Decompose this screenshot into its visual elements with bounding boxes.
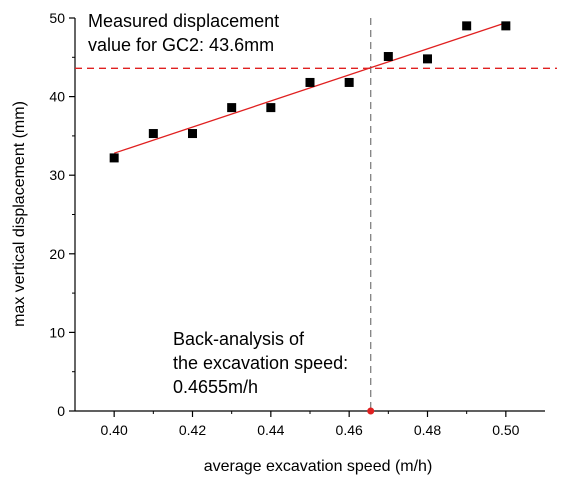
data-point [188, 129, 197, 139]
data-point [148, 129, 158, 139]
speed-marker [367, 407, 375, 415]
x-tick-label: 0.42 [179, 422, 206, 438]
data-point [344, 77, 354, 87]
x-tick-label: 0.44 [257, 422, 284, 438]
annotation-measured-line1: Measured displacement [88, 11, 279, 31]
fit-line [113, 22, 507, 154]
data-point [423, 54, 432, 64]
tick-labels: 0.40 0.42 0.44 0.46 0.48 0.50 0 10 20 30 40 50 [49, 10, 519, 438]
data-point [266, 103, 276, 113]
y-tick-label: 10 [49, 324, 65, 340]
data-points [109, 21, 511, 415]
annotation-back-line3: 0.4655m/h [173, 377, 258, 397]
y-tick-label: 50 [49, 10, 65, 26]
x-tick-label: 0.40 [101, 422, 128, 438]
fit-line-group [113, 22, 507, 154]
axis-ticks [69, 17, 507, 417]
data-point [501, 21, 511, 31]
data-point [383, 52, 393, 62]
data-point [109, 153, 119, 163]
x-tick-label: 0.46 [336, 422, 363, 438]
annotation-back-line1: Back-analysis of [173, 329, 305, 349]
annotation-back-line2: the excavation speed: [173, 353, 348, 373]
y-tick-label: 20 [49, 246, 65, 262]
y-axis-label: max vertical displacement (mm) [11, 101, 28, 327]
y-tick-label: 30 [49, 167, 65, 183]
annotation-measured-line2: value for GC2: 43.6mm [88, 35, 274, 55]
x-axis-label: average excavation speed (m/h) [204, 458, 433, 475]
y-tick-label: 40 [49, 89, 65, 105]
x-tick-label: 0.48 [414, 422, 441, 438]
reference-lines [75, 18, 557, 411]
data-point [227, 103, 237, 113]
data-point [305, 77, 315, 87]
x-tick-label: 0.50 [492, 422, 519, 438]
y-tick-label: 0 [57, 403, 65, 419]
data-point [462, 21, 472, 31]
